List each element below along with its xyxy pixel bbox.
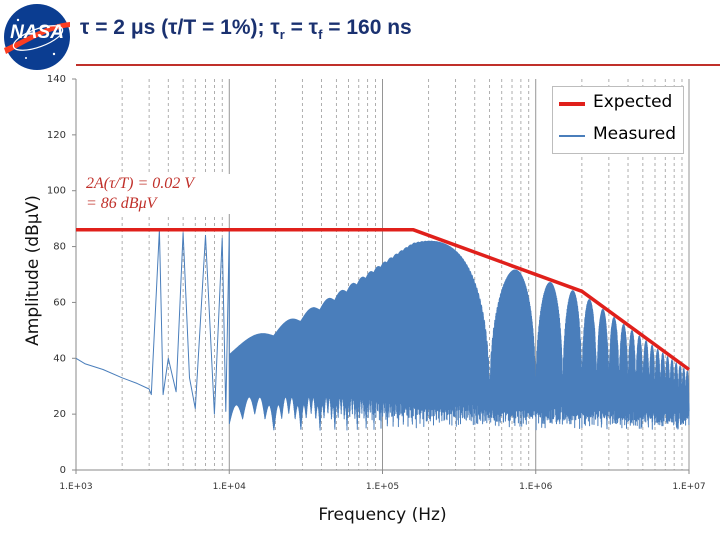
axes-layer	[72, 78, 690, 474]
title-rule	[76, 64, 720, 66]
series-expected-line	[76, 228, 691, 371]
x-tick-label: 1.E+04	[213, 482, 247, 492]
x-tick-label: 1.E+05	[366, 482, 399, 492]
legend-swatch-expected	[559, 102, 585, 106]
series-layer	[75, 228, 691, 431]
logo-orbit	[12, 25, 64, 51]
series-measured-line	[75, 229, 690, 431]
y-tick-label: 60	[53, 297, 66, 308]
legend: Expected Measured	[552, 86, 684, 154]
title-sub-f: f	[318, 27, 323, 43]
y-tick-label: 20	[53, 409, 66, 420]
logo-star-1	[16, 18, 20, 22]
x-axis-title: Frequency (Hz)	[318, 505, 446, 525]
logo-star-3	[25, 57, 27, 59]
annotation-line-2: = 86 dBμV	[86, 195, 157, 212]
y-tick-label: 100	[47, 186, 66, 197]
logo-star-2	[52, 52, 56, 56]
x-tick-label: 1.E+06	[519, 482, 553, 492]
x-tick-label: 1.E+07	[672, 482, 705, 492]
annotation: 2A(τ/T) = 0.02 V = 86 dBμV	[84, 174, 234, 214]
logo-stripe	[4, 22, 70, 54]
legend-label-measured: Measured	[593, 124, 677, 144]
title-sub-r: r	[279, 27, 285, 43]
annotation-line-1: 2A(τ/T) = 0.02 V	[86, 175, 195, 192]
labels-layer: 0 20 40 60 80 100 120 140 1.E+03 1.E+04 1.E+05 1.E+…	[23, 74, 706, 525]
slide-title: τ = 2 μs (τ/T = 1%); τr = τf = 160 ns	[80, 16, 412, 42]
nasa-logo	[4, 4, 70, 70]
legend-label-expected: Expected	[593, 92, 673, 112]
y-tick-label: 0	[60, 465, 66, 476]
legend-item-measured: Measured	[559, 121, 683, 151]
x-tick-label: 1.E+03	[59, 482, 92, 492]
legend-swatch-measured	[559, 135, 585, 137]
legend-item-expected: Expected	[559, 89, 683, 119]
logo-text: NASA	[10, 22, 64, 43]
y-axis-title: Amplitude (dBμV)	[23, 195, 43, 346]
y-tick-label: 80	[53, 242, 66, 253]
title-end: = 160 ns	[322, 16, 412, 39]
y-tick-label: 140	[47, 74, 66, 85]
y-tick-label: 40	[53, 353, 66, 364]
title-main: τ = 2 μs (τ/T = 1%); τ	[80, 16, 280, 39]
title-mid: = τ	[284, 16, 319, 39]
y-tick-label: 120	[47, 130, 66, 141]
